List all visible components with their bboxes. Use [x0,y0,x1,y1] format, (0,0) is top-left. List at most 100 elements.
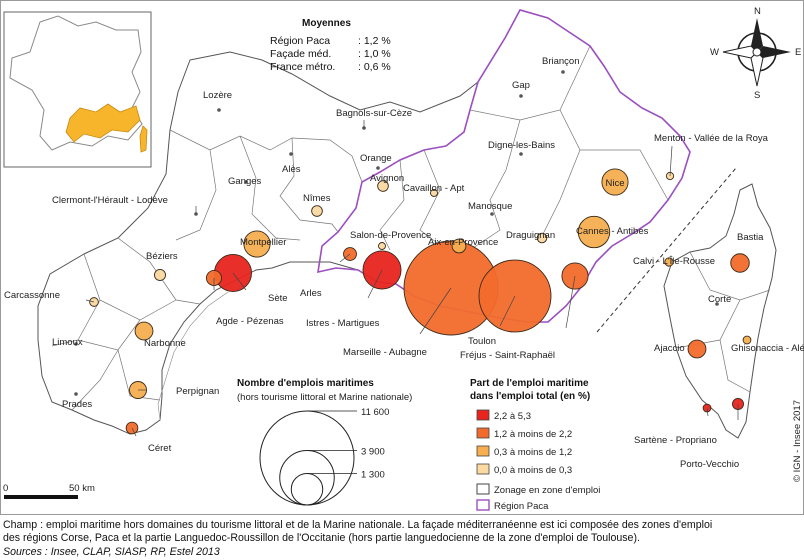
label-perpignan: Perpignan [176,386,219,397]
legend-swatch-class-3 [476,463,490,475]
legend-label-class-1: 1,2 à moins de 2,2 [494,429,572,440]
place-labels: Lozère Bagnols-sur-Cèze Briançon Gap Digne-l… [4,56,804,470]
averages-title: Moyennes [302,18,351,29]
leader-carcassonne [85,299,95,303]
leader-ceret [131,427,137,437]
avg-value-france: : 0,6 % [358,61,391,73]
label-porto-vecchio: Porto-Vecchio [680,459,739,470]
label-prades: Prades [62,399,92,410]
caption-line-1: Champ : emploi maritime hors domaines du… [3,519,713,531]
label-arles: Arles [300,288,322,299]
label-gap: Gap [512,80,530,91]
circle-aix-en-provence [451,238,467,254]
label-carcassonne: Carcassonne [4,290,60,301]
label-lozere: Lozère [203,90,232,101]
dot-ales [289,152,293,156]
dot-briancon [561,70,565,74]
leader-sete [232,272,247,291]
compass-w: W [710,47,719,58]
label-nimes: Nîmes [303,193,331,204]
scale-end: 50 km [69,483,95,494]
scale-bar: 0 50 km [3,483,95,499]
place-dots [74,70,719,396]
circle-ghisonaccia-aleria [742,335,752,345]
legend-swatch-class-0 [476,409,490,421]
circle-draguignan [536,232,548,244]
dot-manosque [490,212,494,216]
label-ceret: Céret [148,443,172,454]
avg-value-paca: : 1,2 % [358,35,391,47]
leader-arles [339,253,351,263]
circle-cannes-antibes [577,215,611,249]
legend-swatch-region [476,499,490,511]
compass-s: S [754,90,760,101]
dot-corte [715,302,719,306]
label-montpellier: Montpellier [240,237,286,248]
compass-rose: N S E W [710,6,801,101]
dot-digne-les-bains [519,152,523,156]
size-legend-title: Nombre d'emplois maritimes [237,378,374,389]
size-legend: Nombre d'emplois maritimes (hors tourism… [237,378,412,506]
label-bagnols-sur-ceze: Bagnols-sur-Cèze [336,108,412,119]
color-legend: Part de l'emploi maritime dans l'emploi … [470,378,600,512]
label-istres-martigues: Istres - Martigues [306,318,380,329]
label-toulon: Toulon [468,336,496,347]
label-clermont-l-herault-lodeve: Clermont-l'Hérault - Lodève [52,195,168,206]
legend-swatch-zone [476,483,490,495]
avg-value-facade: : 1,0 % [358,48,391,60]
label-frejus-saint-raphael: Fréjus - Saint-Raphaël [460,350,555,361]
circle-avignon [377,180,389,192]
caption-line-2: des régions Corse, Paca et la partie Lan… [3,532,640,544]
legend-label-class-3: 0,0 à moins de 0,3 [494,465,572,476]
label-avignon: Avignon [370,173,404,184]
legend-swatch-class-1 [476,427,490,439]
label-salon-de-provence: Salon-de-Provence [350,230,431,241]
legend-label-region: Région Paca [494,501,549,512]
circle-salon-de-provence [378,242,386,250]
size-legend-label-0: 11 600 [361,407,389,418]
label-manosque: Manosque [468,201,512,212]
label-aix-en-provence: Aix-en-Provence [428,237,498,248]
leader-menton-vallee-de-la-roya [669,145,673,177]
inset-corsica [139,125,148,153]
avg-label-france: France métro. [270,61,335,73]
copyright: © IGN - Insee 2017 [792,400,803,482]
leader-marseille-aubagne [419,287,452,335]
label-limoux: Limoux [52,337,83,348]
circle-ajaccio [687,339,707,359]
avg-label-paca: Région Paca [270,35,330,47]
label-ajaccio: Ajaccio [654,343,685,354]
leader-frejus-saint-raphael [565,275,576,329]
size-legend-label-2: 1 300 [361,470,385,481]
label-draguignan: Draguignan [506,230,555,241]
leader-toulon [499,295,516,327]
avg-label-facade: Façade méd. [270,48,331,60]
compass-n: N [754,6,761,17]
dot-prades [74,392,78,396]
label-bastia: Bastia [737,232,764,243]
circle-beziers [154,269,166,281]
label-marseille-aubagne: Marseille - Aubagne [343,347,427,358]
label-ales: Alès [282,164,301,175]
label-sete: Sète [268,293,288,304]
label-sartene-propriano: Sartène - Propriano [634,435,717,446]
inset-locator-map [3,11,152,168]
legend-label-class-2: 0,3 à moins de 1,2 [494,447,572,458]
leader-sartene-propriano [706,407,709,417]
circle-montpellier [243,230,271,258]
label-beziers: Béziers [146,251,178,262]
label-nice: Nice [605,178,624,189]
dot-limoux [74,342,78,346]
leader-lines [85,120,739,437]
circle-cavaillon-apt [430,189,438,197]
legend-label-zone: Zonage en zone d'emploi [494,485,600,496]
circle-narbonne [134,321,154,341]
label-menton-vallee-de-la-roya: Menton - Vallée de la Roya [654,133,769,144]
label-cavaillon-apt: Cavaillon - Apt [403,183,465,194]
dot-orange [376,166,380,170]
label-calvi-l-ile-rousse: Calvi - L'Île-Rousse [633,256,715,267]
label-digne-les-bains: Digne-les-Bains [488,140,555,151]
circle-nimes [311,205,323,217]
caption-sources: Sources : Insee, CLAP, SIASP, RP, Estel … [3,546,220,558]
